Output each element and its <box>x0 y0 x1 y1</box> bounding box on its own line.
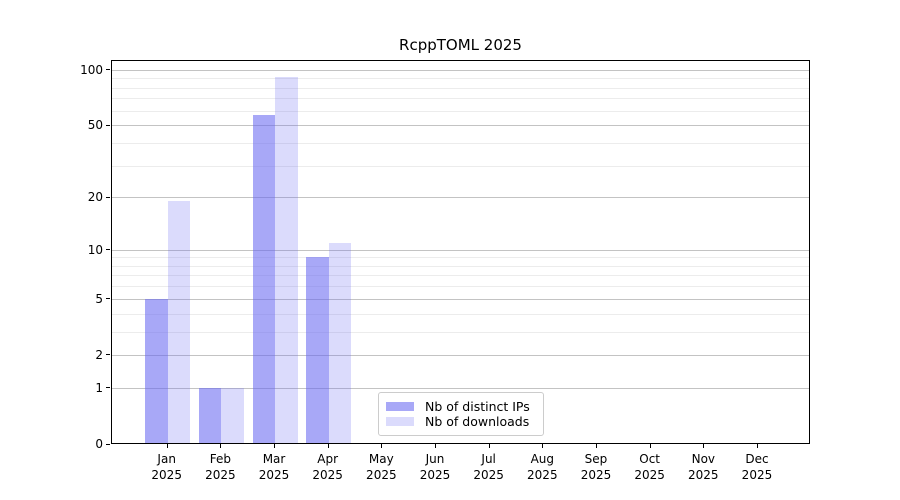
x-axis-tick <box>703 444 705 448</box>
bar-downloads-apr <box>328 242 352 443</box>
bar-distinct-ips-mar <box>252 114 276 443</box>
x-axis-tick <box>756 444 758 448</box>
bar-distinct-ips-jan <box>145 298 168 443</box>
legend-item: Nb of downloads <box>386 414 534 429</box>
minor-gridline <box>112 331 809 333</box>
minor-gridline <box>112 257 809 259</box>
x-axis-tick-label: Sep 2025 <box>580 452 612 482</box>
major-gridline <box>112 387 809 389</box>
y-axis-tick-label: 100 <box>80 62 103 77</box>
legend: Nb of distinct IPs Nb of downloads <box>378 392 544 436</box>
x-axis-tick <box>488 444 490 448</box>
minor-gridline <box>112 98 809 100</box>
x-axis-tick-label: Oct 2025 <box>634 452 665 482</box>
y-axis-tick <box>106 298 110 300</box>
x-axis-tick-label: Jan 2025 <box>151 452 182 482</box>
minor-gridline <box>112 286 809 288</box>
y-axis-tick <box>106 69 110 71</box>
y-axis-tick <box>106 196 110 198</box>
minor-gridline <box>112 275 809 277</box>
major-gridline <box>112 249 809 251</box>
y-axis-tick-label: 50 <box>87 118 103 133</box>
x-axis-tick <box>542 444 544 448</box>
bar-downloads-feb <box>221 387 244 443</box>
x-axis-tick-label: Jun 2025 <box>419 452 451 482</box>
x-axis-tick-label: Jul 2025 <box>473 452 504 482</box>
y-axis-tick-label: 0 <box>95 437 103 451</box>
y-axis-tick <box>106 443 110 445</box>
minor-gridline <box>112 265 809 267</box>
minor-gridline <box>112 142 809 144</box>
x-axis-tick-label: Feb 2025 <box>205 452 236 482</box>
y-axis-tick-label: 2 <box>95 347 103 362</box>
bar-downloads-jan <box>167 201 191 443</box>
chart-title: RcppTOML 2025 <box>399 36 522 54</box>
x-axis-tick <box>274 444 276 448</box>
legend-label: Nb of distinct IPs <box>425 399 530 414</box>
y-axis-tick <box>106 249 110 251</box>
legend-item: Nb of distinct IPs <box>386 399 534 414</box>
minor-gridline <box>112 110 809 112</box>
plot-area <box>111 60 810 444</box>
y-axis-tick-label: 10 <box>87 242 103 257</box>
y-axis-tick-label: 5 <box>95 291 103 306</box>
legend-swatch-icon <box>386 402 414 411</box>
y-axis-tick <box>106 387 110 389</box>
x-axis-tick-label: Aug 2025 <box>527 452 558 482</box>
x-axis-tick <box>327 444 329 448</box>
y-axis-tick <box>106 354 110 356</box>
x-axis-tick-label: Nov 2025 <box>688 452 719 482</box>
x-axis-tick <box>435 444 436 448</box>
major-gridline <box>112 354 809 356</box>
y-axis-tick-label: 1 <box>95 380 103 395</box>
x-axis-tick-label: Mar 2025 <box>258 452 290 482</box>
x-axis-tick <box>649 444 651 448</box>
bar-distinct-ips-apr <box>306 257 329 443</box>
x-axis-tick <box>166 444 168 448</box>
legend-swatch-icon <box>386 417 414 426</box>
minor-gridline <box>112 78 809 80</box>
minor-gridline <box>112 313 809 315</box>
x-axis-tick-label: Dec 2025 <box>741 452 773 482</box>
y-axis-tick-label: 20 <box>87 190 103 205</box>
x-axis-tick <box>220 444 222 448</box>
major-gridline <box>112 298 809 300</box>
minor-gridline <box>112 87 809 89</box>
x-axis-tick <box>381 444 383 448</box>
major-gridline <box>112 197 809 199</box>
legend-label: Nb of downloads <box>425 414 530 429</box>
x-axis-tick-label: May 2025 <box>366 452 397 482</box>
x-axis-tick-label: Apr 2025 <box>312 452 343 482</box>
major-gridline <box>112 69 809 71</box>
x-axis-tick <box>595 444 597 448</box>
bar-downloads-mar <box>275 77 298 443</box>
minor-gridline <box>112 165 809 167</box>
major-gridline <box>112 125 809 127</box>
bar-distinct-ips-feb <box>198 387 222 443</box>
y-axis-tick <box>106 124 110 126</box>
